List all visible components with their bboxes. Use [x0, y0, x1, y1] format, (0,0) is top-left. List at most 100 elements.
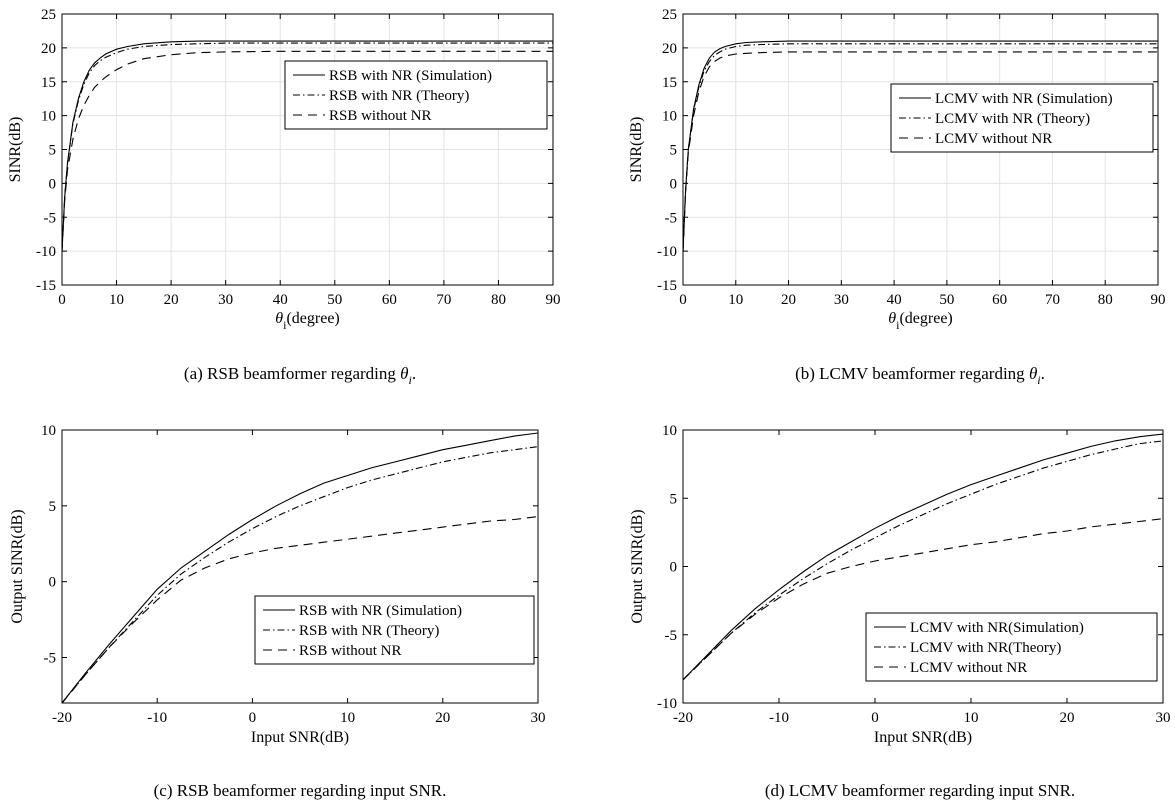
y-axis-label: SINR(dB) — [7, 117, 24, 183]
y-axis-label: Output SINR(dB) — [629, 509, 646, 623]
x-tick-label: 80 — [491, 292, 506, 308]
y-tick-label: -5 — [44, 651, 57, 667]
x-tick-label: 80 — [1098, 292, 1113, 308]
series-line-2 — [61, 446, 539, 704]
x-tick-label: -10 — [769, 710, 789, 726]
legend-label-2: RSB with NR (Theory) — [329, 88, 469, 104]
figure-caption: (a) RSB beamformer regarding θi. — [184, 364, 416, 387]
x-axis-label-unit: (degree) — [899, 310, 952, 327]
x-axis-label: θi(degree) — [275, 310, 340, 332]
series-line-3 — [682, 51, 1158, 252]
caption-end: . — [1041, 364, 1045, 383]
series-line-2 — [682, 440, 1164, 681]
x-tick-label: 70 — [436, 292, 451, 308]
y-tick-label: -15 — [657, 278, 677, 294]
x-tick-label: 90 — [1151, 292, 1166, 308]
x-tick-label: 20 — [1060, 710, 1075, 726]
series-line-1 — [682, 433, 1164, 681]
legend-label-3: RSB without NR — [299, 643, 402, 659]
chart-panel-b: 0 10 20 30 40 50 60 70 80 90 -15 -10 -5 0 5 10 15 20 25 SIN… — [628, 7, 1166, 387]
caption-text: (d) LCMV beamformer regarding input SNR. — [765, 781, 1075, 800]
legend-box — [890, 83, 1154, 153]
y-tick-label: -15 — [36, 278, 56, 294]
legend: RSB with NR (Simulation) RSB with NR (The… — [284, 60, 548, 130]
y-tick-label: 5 — [670, 143, 678, 159]
x-tick-label: 10 — [964, 710, 979, 726]
x-axis-label: θi(degree) — [888, 310, 953, 332]
y-tick-label: -10 — [36, 244, 56, 260]
legend-label-2: RSB with NR (Theory) — [299, 623, 439, 639]
legend: LCMV with NR(Simulation) LCMV with NR(The… — [865, 612, 1158, 682]
legend-box — [254, 595, 535, 665]
x-axis-label-subscript: i — [896, 318, 900, 332]
caption-symbol: θ — [1029, 364, 1037, 383]
x-tick-label: 50 — [939, 292, 954, 308]
figure-caption: (d) LCMV beamformer regarding input SNR. — [765, 781, 1075, 800]
y-tick-label: 15 — [662, 75, 677, 91]
y-tick-label: 10 — [41, 423, 56, 439]
legend-label-3: RSB without NR — [329, 108, 432, 124]
plot-frame — [61, 429, 539, 704]
x-tick-label: 30 — [218, 292, 233, 308]
legend-label-1: RSB with NR (Simulation) — [329, 68, 492, 84]
y-axis-label: Output SINR(dB) — [9, 509, 26, 623]
figure-caption: (b) LCMV beamformer regarding θi. — [795, 364, 1045, 387]
y-tick-label: -10 — [657, 244, 677, 260]
x-tick-label: -20 — [52, 710, 72, 726]
y-tick-label: -5 — [665, 628, 678, 644]
x-tick-label: 30 — [531, 710, 546, 726]
y-tick-label: 5 — [49, 143, 57, 159]
legend-label-3: LCMV without NR — [935, 131, 1052, 147]
x-tick-label: 60 — [382, 292, 397, 308]
caption-symbol: θ — [400, 364, 408, 383]
caption-text: (a) RSB beamformer regarding — [184, 364, 400, 383]
caption-text: (c) RSB beamformer regarding input SNR. — [154, 781, 447, 800]
y-tick-label: 0 — [670, 176, 678, 192]
x-tick-label: 0 — [679, 292, 687, 308]
y-tick-label: -5 — [44, 210, 57, 226]
series-line-1 — [682, 40, 1158, 252]
x-tick-label: 30 — [834, 292, 849, 308]
x-axis-label: Input SNR(dB) — [251, 729, 349, 746]
x-axis-label-subscript: i — [283, 318, 287, 332]
series-line-3 — [61, 50, 553, 252]
y-tick-label: 0 — [49, 575, 57, 591]
legend-label-2: LCMV with NR(Theory) — [910, 640, 1061, 656]
y-tick-label: 5 — [670, 491, 678, 507]
legend-label-3: LCMV without NR — [910, 660, 1027, 676]
x-tick-label: 20 — [435, 710, 450, 726]
series-line-1 — [61, 432, 539, 704]
x-tick-label: -10 — [147, 710, 167, 726]
y-tick-label: 20 — [662, 41, 677, 57]
legend-box — [865, 612, 1158, 682]
x-axis-label-unit: (degree) — [286, 310, 339, 327]
y-tick-label: 20 — [41, 41, 56, 57]
x-tick-label: 30 — [1156, 710, 1171, 726]
y-tick-label: 15 — [41, 75, 56, 91]
y-tick-label: 10 — [41, 109, 56, 125]
y-tick-label: 25 — [41, 7, 56, 23]
y-tick-label: -5 — [665, 210, 678, 226]
y-tick-label: 0 — [670, 560, 678, 576]
legend: LCMV with NR (Simulation) LCMV with NR (T… — [890, 83, 1154, 153]
caption-end: . — [412, 364, 416, 383]
x-tick-label: 10 — [728, 292, 743, 308]
series-line-2 — [61, 42, 553, 252]
series-line-3 — [682, 518, 1164, 681]
y-tick-label: -10 — [657, 696, 677, 712]
x-tick-label: -20 — [673, 710, 693, 726]
legend-label-1: LCMV with NR (Simulation) — [935, 91, 1113, 107]
chart-panel-c: -20 -10 0 10 20 30 -5 0 5 10 Output SINR(dB) Input … — [9, 423, 546, 800]
x-axis-label-symbol: θ — [888, 310, 896, 327]
x-tick-label: 90 — [546, 292, 561, 308]
legend-box — [284, 60, 548, 130]
x-axis-label: Input SNR(dB) — [874, 729, 972, 746]
x-tick-label: 40 — [887, 292, 902, 308]
x-axis-label-symbol: θ — [275, 310, 283, 327]
x-tick-label: 10 — [340, 710, 355, 726]
figure-caption: (c) RSB beamformer regarding input SNR. — [154, 781, 447, 800]
y-axis-label: SINR(dB) — [628, 117, 645, 183]
x-tick-label: 10 — [109, 292, 124, 308]
